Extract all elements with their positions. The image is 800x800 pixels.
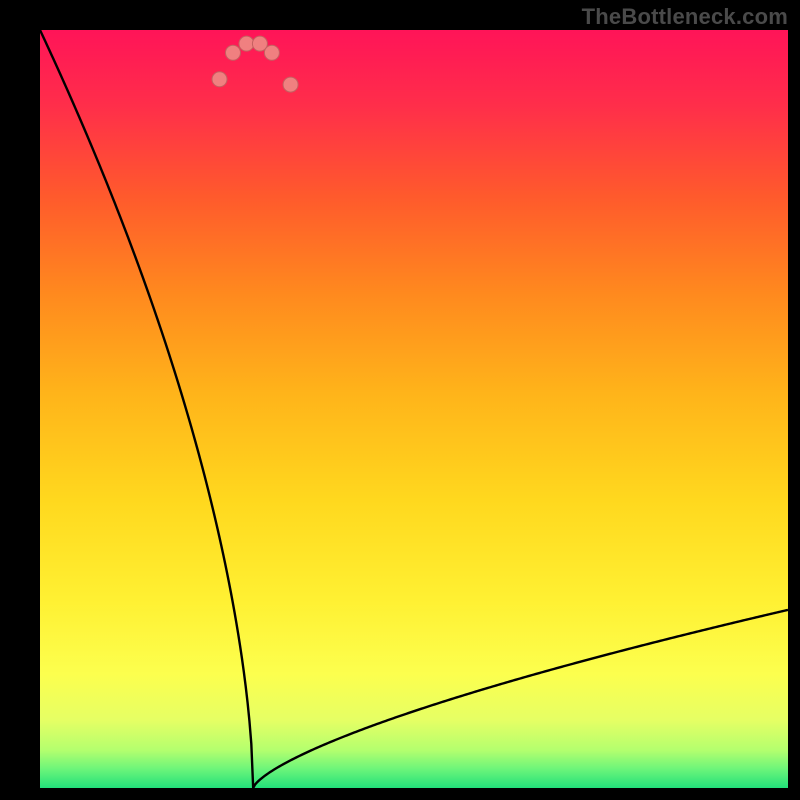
- watermark-text: TheBottleneck.com: [582, 4, 788, 30]
- marker-point: [283, 77, 298, 92]
- marker-group: [212, 36, 298, 92]
- bottleneck-curve: [40, 30, 788, 788]
- marker-point: [212, 72, 227, 87]
- marker-point: [239, 36, 254, 51]
- chart-container: { "watermark": { "text": "TheBottleneck.…: [0, 0, 800, 800]
- curve-layer: [0, 0, 800, 800]
- marker-point: [225, 45, 240, 60]
- marker-point: [264, 45, 279, 60]
